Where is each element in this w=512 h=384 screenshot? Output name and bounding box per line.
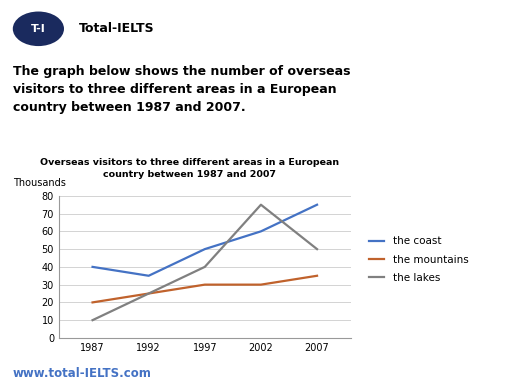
Text: The graph below shows the number of overseas
visitors to three different areas i: The graph below shows the number of over… bbox=[13, 65, 350, 114]
Text: www.total-IELTS.com: www.total-IELTS.com bbox=[13, 367, 152, 380]
Ellipse shape bbox=[13, 12, 64, 46]
Text: Total-IELTS: Total-IELTS bbox=[79, 22, 155, 35]
Legend: the coast, the mountains, the lakes: the coast, the mountains, the lakes bbox=[365, 232, 473, 287]
Text: Thousands: Thousands bbox=[13, 178, 66, 188]
Text: T-I: T-I bbox=[31, 24, 46, 34]
Text: Overseas visitors to three different areas in a European
country between 1987 an: Overseas visitors to three different are… bbox=[40, 159, 339, 179]
